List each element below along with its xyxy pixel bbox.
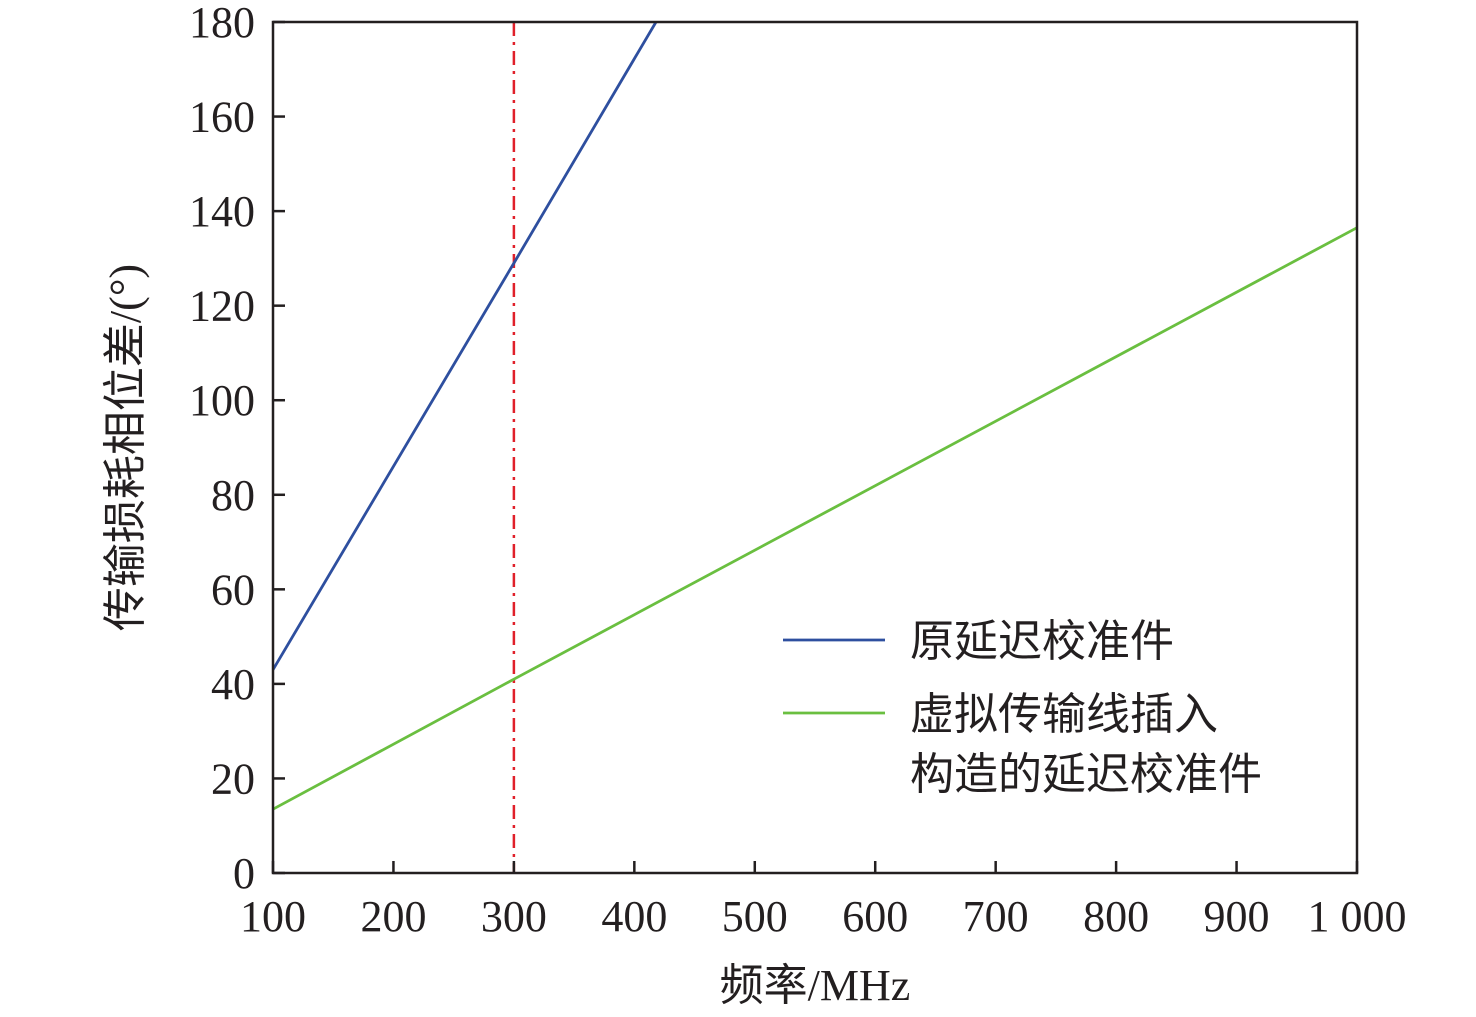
legend-label-2: 虚拟传输线插入构造的延迟校准件 (910, 690, 1262, 799)
y-tick-label-120: 120 (189, 282, 255, 331)
y-tick-label-60: 60 (211, 565, 255, 614)
x-tick-label-900: 900 (1204, 892, 1270, 941)
y-axis-ticks: 0 20 40 60 80 100 120 140 160 180 (189, 0, 285, 898)
x-tick-label-300: 300 (481, 892, 547, 941)
series-line-2 (273, 226, 1357, 811)
x-tick-label-500: 500 (722, 892, 788, 941)
x-tick-label-1000: 1 000 (1308, 892, 1407, 941)
x-tick-label-200: 200 (360, 892, 426, 941)
x-axis-ticks: 100 200 300 400 500 600 700 800 900 1 000 (240, 861, 1407, 941)
y-tick-label-140: 140 (189, 187, 255, 236)
x-tick-label-600: 600 (842, 892, 908, 941)
plot-frame (271, 20, 1359, 875)
y-tick-label-160: 160 (189, 93, 255, 142)
y-tick-label-100: 100 (189, 376, 255, 425)
series-lines (273, 22, 1357, 811)
x-tick-label-100: 100 (240, 892, 306, 941)
x-axis-title: 频率/MHz (720, 961, 911, 1010)
x-tick-label-400: 400 (601, 892, 667, 941)
x-tick-label-700: 700 (963, 892, 1029, 941)
y-tick-label-20: 20 (211, 754, 255, 803)
legend-label-1: 原延迟校准件 (910, 617, 1174, 666)
y-tick-label-40: 40 (211, 660, 255, 709)
y-tick-label-80: 80 (211, 471, 255, 520)
series-line-1 (273, 22, 658, 671)
plot-border (271, 20, 1359, 875)
x-tick-label-800: 800 (1083, 892, 1149, 941)
y-axis-title: 传输损耗相位差/(°) (101, 264, 150, 631)
y-tick-label-180: 180 (189, 0, 255, 47)
y-tick-label-0: 0 (233, 849, 255, 898)
